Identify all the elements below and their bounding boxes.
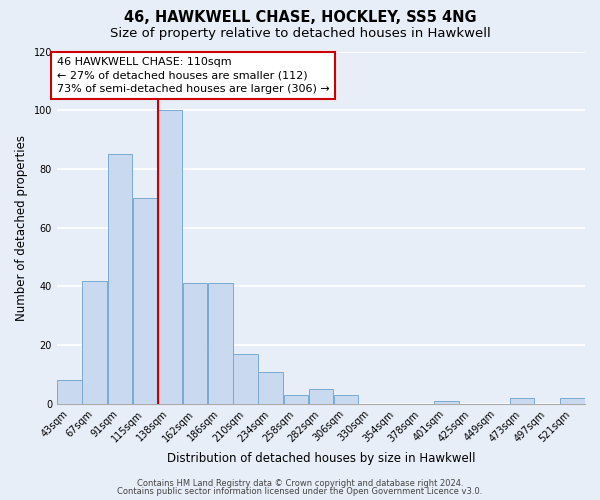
Bar	[158, 110, 182, 404]
Bar	[510, 398, 535, 404]
Bar	[334, 395, 358, 404]
Text: Contains HM Land Registry data © Crown copyright and database right 2024.: Contains HM Land Registry data © Crown c…	[137, 478, 463, 488]
Bar	[284, 395, 308, 404]
Bar	[208, 284, 233, 404]
Bar	[434, 401, 459, 404]
Text: Size of property relative to detached houses in Hawkwell: Size of property relative to detached ho…	[110, 28, 490, 40]
Bar	[183, 284, 208, 404]
Text: 46 HAWKWELL CHASE: 110sqm
← 27% of detached houses are smaller (112)
73% of semi: 46 HAWKWELL CHASE: 110sqm ← 27% of detac…	[57, 58, 329, 94]
Text: Contains public sector information licensed under the Open Government Licence v3: Contains public sector information licen…	[118, 487, 482, 496]
Bar	[107, 154, 132, 404]
Bar	[560, 398, 584, 404]
X-axis label: Distribution of detached houses by size in Hawkwell: Distribution of detached houses by size …	[167, 452, 475, 465]
Text: 46, HAWKWELL CHASE, HOCKLEY, SS5 4NG: 46, HAWKWELL CHASE, HOCKLEY, SS5 4NG	[124, 10, 476, 25]
Bar	[259, 372, 283, 404]
Bar	[233, 354, 258, 404]
Bar	[57, 380, 82, 404]
Bar	[309, 389, 333, 404]
Bar	[133, 198, 157, 404]
Bar	[82, 280, 107, 404]
Y-axis label: Number of detached properties: Number of detached properties	[15, 134, 28, 320]
